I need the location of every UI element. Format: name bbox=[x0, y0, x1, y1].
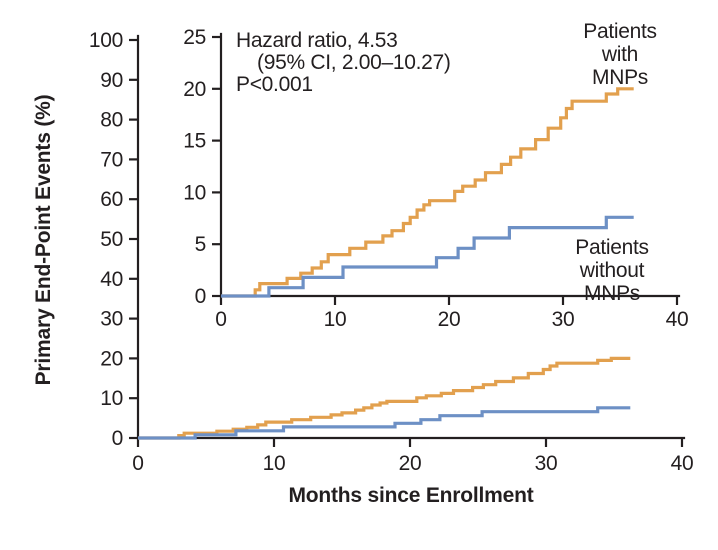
inset-y-tick-label: 5 bbox=[195, 233, 206, 256]
main-x-tick-label: 0 bbox=[132, 452, 143, 475]
main-y-tick-label: 70 bbox=[100, 148, 123, 171]
annotation-line-2: (95% CI, 2.00–10.27) bbox=[257, 51, 451, 74]
inset-y-tick-label: 20 bbox=[183, 78, 206, 101]
inset-x-tick-label: 40 bbox=[666, 308, 689, 331]
main-y-tick-label: 0 bbox=[112, 427, 123, 450]
inset-x-tick-label: 0 bbox=[215, 308, 226, 331]
y-axis-title: Primary End-Point Events (%) bbox=[32, 94, 55, 386]
inset-plot: 0 5 10 15 20 25 0 10 20 30 40 bbox=[183, 26, 688, 331]
inset-y-tick-label: 25 bbox=[183, 26, 206, 49]
main-y-tick-label: 80 bbox=[100, 109, 123, 132]
legend-patients-without-mnps: Patients without MNPs bbox=[575, 236, 649, 305]
annotation-line-1: Hazard ratio, 4.53 bbox=[236, 29, 398, 52]
main-x-tick-label: 20 bbox=[399, 452, 422, 475]
hazard-ratio-annotation: Hazard ratio, 4.53 (95% CI, 2.00–10.27) … bbox=[236, 30, 451, 96]
main-x-tick-label: 40 bbox=[671, 452, 694, 475]
legend-patients-with-mnps: Patients with MNPs bbox=[583, 20, 657, 89]
main-y-tick-label: 10 bbox=[100, 387, 123, 410]
main-x-tick-label: 10 bbox=[263, 452, 286, 475]
main-y-tick-label: 90 bbox=[100, 69, 123, 92]
inset-y-tick-label: 0 bbox=[195, 285, 206, 308]
inset-y-ticks: 0 5 10 15 20 25 bbox=[183, 26, 221, 308]
main-y-ticks: 0 10 20 30 40 50 60 70 80 90 100 bbox=[89, 29, 138, 450]
inset-x-tick-label: 30 bbox=[552, 308, 575, 331]
curve-with-mnps-inset bbox=[221, 87, 634, 298]
curve-with-mnps-main bbox=[138, 356, 631, 440]
inset-x-ticks: 0 10 20 30 40 bbox=[215, 296, 689, 331]
x-axis-title: Months since Enrollment bbox=[288, 484, 534, 507]
main-y-tick-label: 40 bbox=[100, 268, 123, 291]
main-y-tick-label: 100 bbox=[89, 29, 123, 52]
main-y-tick-label: 50 bbox=[100, 228, 123, 251]
inset-y-tick-label: 15 bbox=[183, 130, 206, 153]
inset-x-tick-label: 10 bbox=[324, 308, 347, 331]
main-x-ticks: 0 10 20 30 40 bbox=[132, 438, 694, 475]
main-y-tick-label: 20 bbox=[100, 347, 123, 370]
inset-x-tick-label: 20 bbox=[438, 308, 461, 331]
annotation-line-3: P<0.001 bbox=[236, 73, 313, 96]
main-x-tick-label: 30 bbox=[535, 452, 558, 475]
main-y-tick-label: 60 bbox=[100, 188, 123, 211]
inset-y-tick-label: 10 bbox=[183, 181, 206, 204]
main-y-tick-label: 30 bbox=[100, 308, 123, 331]
curve-without-mnps-inset bbox=[221, 215, 634, 298]
curve-without-mnps-main bbox=[138, 406, 631, 440]
